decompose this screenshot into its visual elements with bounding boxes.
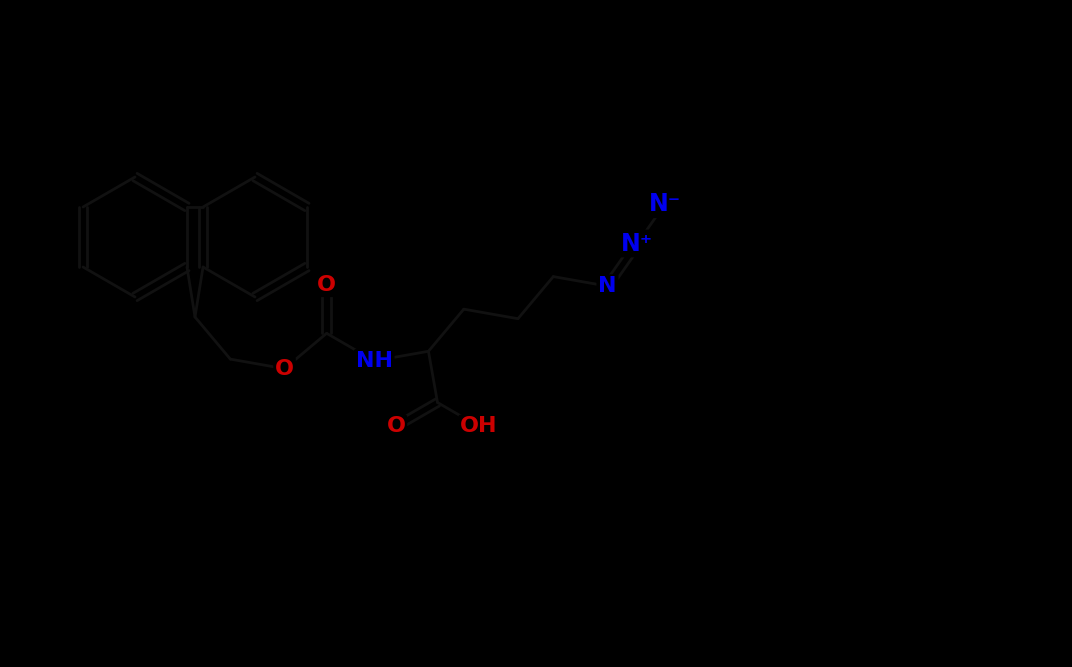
Text: N⁻: N⁻ <box>649 192 681 216</box>
Text: O: O <box>276 359 294 379</box>
Text: NH: NH <box>356 351 392 371</box>
Text: N: N <box>598 276 616 296</box>
Text: N⁺: N⁺ <box>621 231 654 255</box>
Text: O: O <box>386 416 405 436</box>
Text: O: O <box>317 275 337 295</box>
Text: OH: OH <box>460 416 497 436</box>
